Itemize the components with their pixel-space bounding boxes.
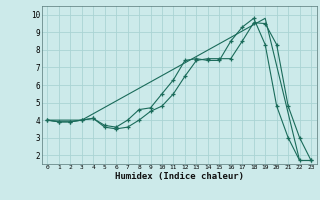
X-axis label: Humidex (Indice chaleur): Humidex (Indice chaleur) [115, 172, 244, 181]
